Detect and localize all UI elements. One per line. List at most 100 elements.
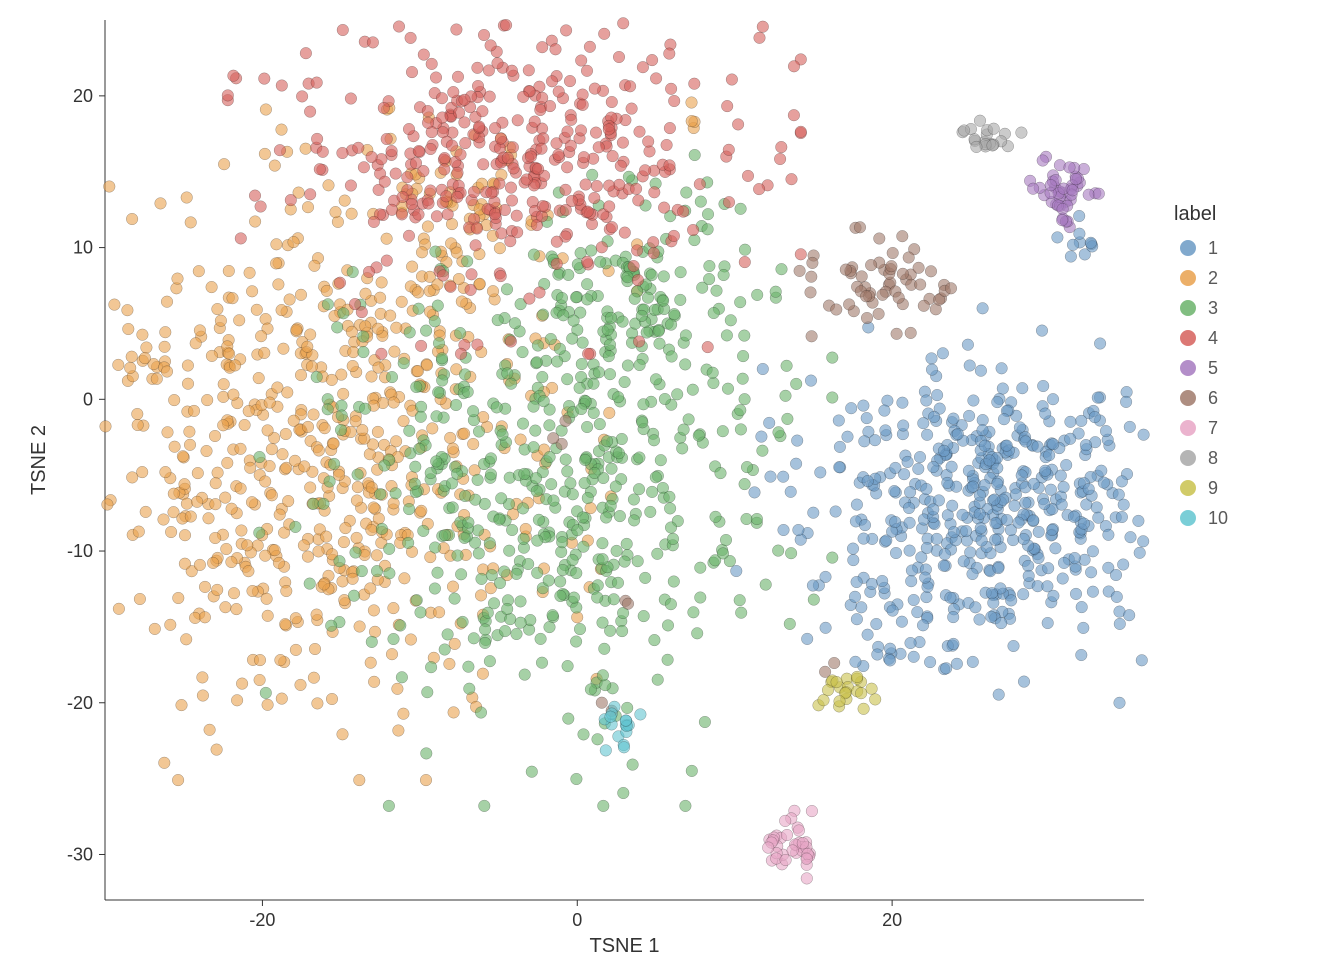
scatter-point [1067, 239, 1079, 251]
scatter-point [831, 676, 843, 688]
scatter-point [851, 613, 863, 625]
scatter-point [273, 557, 285, 569]
scatter-point [577, 89, 589, 101]
scatter-point [502, 152, 514, 164]
scatter-point [880, 425, 892, 437]
scatter-point [374, 292, 386, 304]
scatter-point [296, 91, 308, 103]
scatter-point [140, 506, 152, 518]
scatter-point [347, 266, 359, 278]
scatter-point [159, 757, 171, 769]
scatter-point [405, 634, 417, 646]
scatter-point [737, 373, 749, 385]
scatter-point [537, 371, 549, 383]
legend-item: 3 [1180, 298, 1218, 318]
scatter-point [588, 407, 600, 419]
y-tick-label: -30 [67, 844, 93, 864]
scatter-point [369, 626, 381, 638]
scatter-point [495, 133, 507, 145]
scatter-point [921, 591, 933, 603]
scatter-point [840, 264, 852, 276]
scatter-point [780, 390, 792, 402]
scatter-point [337, 576, 349, 588]
scatter-point [1137, 536, 1149, 548]
scatter-point [676, 443, 688, 455]
scatter-point [1042, 562, 1054, 574]
scatter-point [236, 525, 248, 537]
scatter-point [376, 277, 388, 289]
scatter-point [266, 443, 278, 455]
scatter-point [149, 623, 161, 635]
scatter-point [637, 417, 649, 429]
scatter-point [396, 296, 408, 308]
scatter-point [1096, 465, 1108, 477]
scatter-point [203, 513, 215, 525]
scatter-point [664, 48, 676, 60]
scatter-point [511, 227, 523, 239]
scatter-point [975, 522, 987, 534]
scatter-point [842, 431, 854, 443]
scatter-point [282, 495, 294, 507]
scatter-point [912, 606, 924, 618]
scatter-point [536, 92, 548, 104]
scatter-point [871, 618, 883, 630]
scatter-point [964, 547, 976, 559]
scatter-point [905, 637, 917, 649]
scatter-point [939, 548, 951, 560]
scatter-point [1045, 179, 1057, 191]
scatter-point [227, 292, 239, 304]
legend-item: 5 [1180, 358, 1218, 378]
scatter-point [686, 765, 698, 777]
scatter-point [452, 167, 464, 179]
scatter-point [612, 391, 624, 403]
scatter-point [300, 143, 312, 155]
scatter-point [162, 427, 174, 439]
scatter-point [137, 329, 149, 341]
scatter-point [566, 333, 578, 345]
scatter-point [991, 478, 1003, 490]
scatter-point [1065, 251, 1077, 263]
scatter-point [476, 573, 488, 585]
scatter-point [218, 391, 230, 403]
scatter-point [856, 271, 868, 283]
scatter-point [376, 523, 388, 535]
scatter-point [254, 674, 266, 686]
scatter-point [754, 32, 766, 44]
scatter-point [827, 552, 839, 564]
scatter-point [784, 618, 796, 630]
legend-item: 10 [1180, 508, 1228, 528]
scatter-point [259, 148, 271, 160]
scatter-point [126, 472, 138, 484]
scatter-point [535, 633, 547, 645]
y-tick-label: 0 [83, 389, 93, 409]
scatter-point [971, 141, 983, 153]
scatter-point [1001, 440, 1013, 452]
scatter-point [795, 126, 807, 138]
scatter-point [221, 543, 233, 555]
scatter-point [977, 424, 989, 436]
scatter-point [785, 486, 797, 498]
scatter-point [459, 369, 471, 381]
scatter-point [126, 213, 138, 225]
scatter-point [1036, 325, 1048, 337]
scatter-point [322, 404, 334, 416]
scatter-point [322, 299, 334, 311]
scatter-point [464, 683, 476, 695]
scatter-point [780, 854, 792, 866]
scatter-point [231, 695, 243, 707]
scatter-point [757, 445, 769, 457]
scatter-point [996, 363, 1008, 375]
scatter-point [577, 99, 589, 111]
scatter-point [243, 405, 255, 417]
scatter-point [989, 494, 1001, 506]
scatter-point [395, 620, 407, 632]
scatter-point [556, 536, 568, 548]
scatter-point [123, 323, 135, 335]
scatter-point [639, 165, 651, 177]
scatter-point [335, 424, 347, 436]
scatter-point [494, 514, 506, 526]
scatter-point [372, 426, 384, 438]
legend-swatch [1180, 450, 1196, 466]
scatter-point [1017, 382, 1029, 394]
scatter-point [336, 410, 348, 422]
